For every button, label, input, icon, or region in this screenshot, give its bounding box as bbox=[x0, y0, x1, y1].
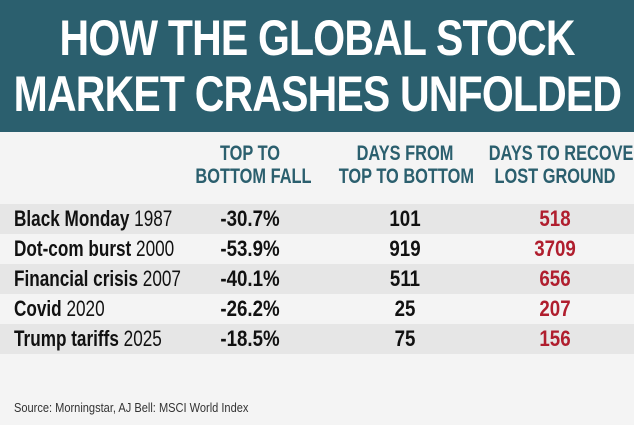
fall-value: -18.5% bbox=[220, 326, 280, 351]
column-header-fall-line-1: TOP TO bbox=[219, 142, 281, 165]
source-note: Source: Morningstar, AJ Bell: MSCI World… bbox=[14, 400, 249, 415]
column-header-recover-line-1: DAYS TO RECOVER bbox=[488, 142, 634, 165]
crash-name: Black Monday 1987 bbox=[14, 204, 172, 234]
recover-value: 3709 bbox=[534, 236, 576, 261]
crash-label: Black Monday bbox=[14, 206, 130, 231]
recover-value: 207 bbox=[539, 296, 571, 321]
days-value: 75 bbox=[394, 326, 416, 351]
title-line-1: HOW THE GLOBAL STOCK bbox=[59, 10, 575, 66]
recover-value: 156 bbox=[539, 326, 571, 351]
table-row: Financial crisis 2007 -40.1% 511 656 bbox=[0, 264, 634, 294]
fall-value: -53.9% bbox=[220, 236, 280, 261]
table-row: Black Monday 1987 -30.7% 101 518 bbox=[0, 204, 634, 234]
column-header-recover: DAYS TO RECOVER LOST GROUND bbox=[488, 142, 634, 188]
table-row: Dot-com burst 2000 -53.9% 919 3709 bbox=[0, 234, 634, 264]
column-header-days-line-1: DAYS FROM bbox=[356, 142, 454, 165]
column-header-days: DAYS FROM TOP TO BOTTOM bbox=[338, 142, 475, 188]
title-banner: HOW THE GLOBAL STOCK MARKET CRASHES UNFO… bbox=[0, 0, 634, 132]
fall-value: -40.1% bbox=[220, 266, 280, 291]
crash-year: 2007 bbox=[142, 266, 181, 291]
crash-label: Covid bbox=[14, 296, 62, 321]
crash-name: Covid 2020 bbox=[14, 294, 105, 324]
crash-table: TOP TO BOTTOM FALL DAYS FROM TOP TO BOTT… bbox=[0, 132, 634, 425]
column-header-days-line-2: TOP TO BOTTOM bbox=[338, 165, 475, 188]
column-header-fall-line-2: BOTTOM FALL bbox=[195, 165, 312, 188]
days-value: 25 bbox=[394, 296, 416, 321]
fall-value: -26.2% bbox=[220, 296, 280, 321]
days-value: 511 bbox=[389, 266, 421, 291]
crash-label: Financial crisis bbox=[14, 266, 138, 291]
title-line-2: MARKET CRASHES UNFOLDED bbox=[13, 66, 621, 122]
crash-year: 2000 bbox=[136, 236, 175, 261]
crash-name: Trump tariffs 2025 bbox=[14, 324, 162, 354]
crash-year: 1987 bbox=[134, 206, 173, 231]
table-row: Trump tariffs 2025 -18.5% 75 156 bbox=[0, 324, 634, 354]
recover-value: 518 bbox=[539, 206, 571, 231]
crash-label: Trump tariffs bbox=[14, 326, 119, 351]
crash-name: Dot-com burst 2000 bbox=[14, 234, 174, 264]
crash-name: Financial crisis 2007 bbox=[14, 264, 181, 294]
crash-label: Dot-com burst bbox=[14, 236, 132, 261]
column-header-fall: TOP TO BOTTOM FALL bbox=[195, 142, 312, 188]
crash-year: 2020 bbox=[66, 296, 105, 321]
table-row: Covid 2020 -26.2% 25 207 bbox=[0, 294, 634, 324]
fall-value: -30.7% bbox=[220, 206, 280, 231]
crash-year: 2025 bbox=[123, 326, 162, 351]
days-value: 101 bbox=[389, 206, 421, 231]
column-header-recover-line-2: LOST GROUND bbox=[494, 165, 616, 188]
days-value: 919 bbox=[389, 236, 421, 261]
recover-value: 656 bbox=[539, 266, 571, 291]
